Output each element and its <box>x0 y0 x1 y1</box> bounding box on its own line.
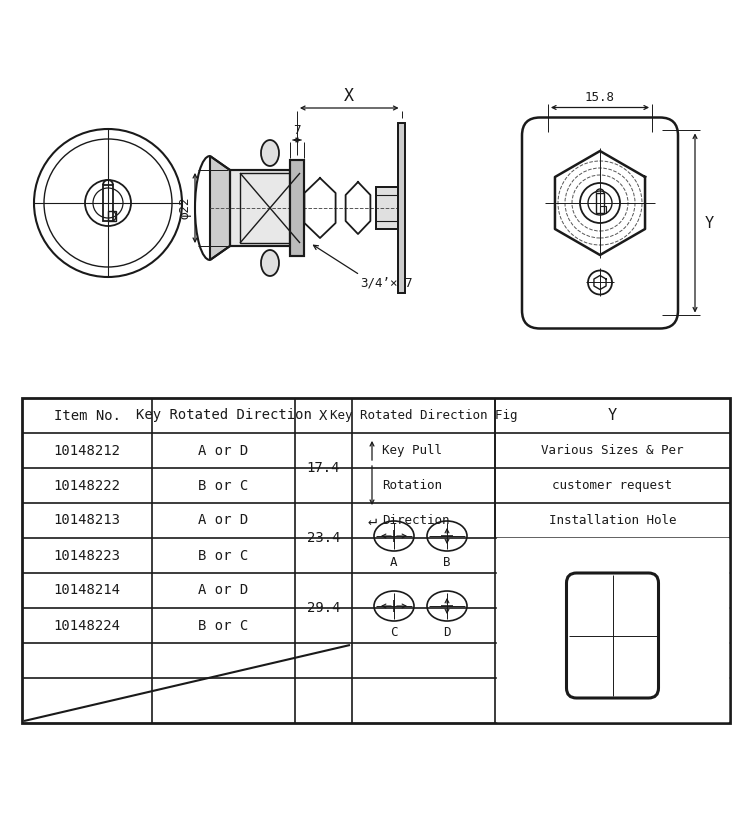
Bar <box>230 170 290 246</box>
Ellipse shape <box>261 250 279 276</box>
Text: Installation Hole: Installation Hole <box>549 514 676 527</box>
Bar <box>398 123 405 293</box>
Text: 15.8: 15.8 <box>585 91 615 104</box>
Bar <box>108 211 116 221</box>
Bar <box>22 398 730 723</box>
Polygon shape <box>210 156 230 260</box>
Text: φ22: φ22 <box>178 197 191 220</box>
Text: 29.4: 29.4 <box>307 601 340 615</box>
Text: 23.4: 23.4 <box>307 531 340 545</box>
Text: Direction: Direction <box>382 514 449 527</box>
Text: 3/4’×27: 3/4’×27 <box>360 276 413 289</box>
Bar <box>596 193 604 213</box>
Bar <box>290 160 304 256</box>
Text: 7: 7 <box>293 124 301 137</box>
Text: Y: Y <box>704 215 713 231</box>
Text: 10148212: 10148212 <box>53 444 121 458</box>
Text: A or D: A or D <box>198 514 248 528</box>
Text: Y: Y <box>608 408 617 423</box>
Text: 10148223: 10148223 <box>53 549 121 563</box>
Text: B or C: B or C <box>198 479 248 493</box>
Text: Key Pull: Key Pull <box>382 444 442 457</box>
Text: Key Rotated Direction: Key Rotated Direction <box>136 408 311 423</box>
Text: 10148213: 10148213 <box>53 514 121 528</box>
Text: A or D: A or D <box>198 444 248 458</box>
Text: B or C: B or C <box>198 619 248 633</box>
Bar <box>290 160 304 256</box>
Text: 10148222: 10148222 <box>53 479 121 493</box>
Text: 16: 16 <box>605 707 620 720</box>
Text: ↵: ↵ <box>368 513 376 528</box>
Bar <box>103 185 113 221</box>
Text: Item No.: Item No. <box>53 408 121 423</box>
Bar <box>600 206 606 213</box>
Ellipse shape <box>261 140 279 166</box>
Bar <box>240 173 300 243</box>
Text: customer request: customer request <box>553 479 673 492</box>
Text: B: B <box>443 556 451 569</box>
Text: A: A <box>390 556 398 569</box>
Bar <box>230 170 290 246</box>
Text: A or D: A or D <box>198 584 248 598</box>
Text: X: X <box>344 87 354 105</box>
Text: X: X <box>320 408 328 423</box>
Text: 10148214: 10148214 <box>53 584 121 598</box>
Bar <box>376 187 398 229</box>
Text: 17.4: 17.4 <box>307 461 340 475</box>
Text: Rotation: Rotation <box>382 479 442 492</box>
Bar <box>398 123 405 293</box>
Text: 10148224: 10148224 <box>53 619 121 633</box>
Text: Various Sizes & Per: Various Sizes & Per <box>542 444 684 457</box>
Text: C: C <box>390 626 398 639</box>
Text: B or C: B or C <box>198 549 248 563</box>
Bar <box>376 187 398 229</box>
Text: D: D <box>443 626 451 639</box>
Text: Key Rotated Direction Fig: Key Rotated Direction Fig <box>330 409 518 422</box>
Text: φ19: φ19 <box>670 625 680 646</box>
